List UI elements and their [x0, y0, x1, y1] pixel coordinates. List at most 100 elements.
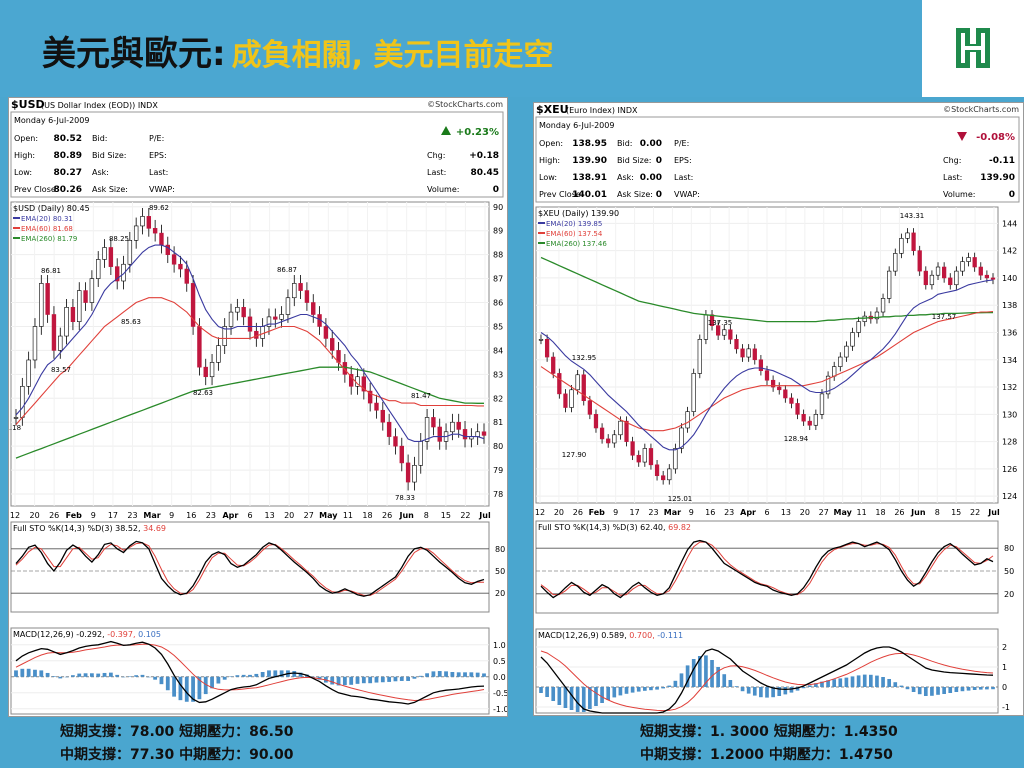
y-tick-label: 126 [1002, 465, 1017, 474]
macd-histogram-bar [191, 676, 195, 702]
candle-body [304, 290, 310, 303]
candle-body [599, 427, 605, 440]
macd-histogram-bar [469, 672, 474, 677]
x-tick-label: 27 [819, 508, 829, 517]
usd-chart-panel: $USD (US Dollar Index (EOD)) INDX ©StockCh… [8, 97, 508, 717]
candle-body [184, 268, 189, 284]
candle-body [228, 311, 234, 327]
macd-histogram-bar [930, 687, 934, 696]
x-tick-label: 9 [169, 511, 174, 520]
x-tick-label: 23 [127, 511, 137, 520]
candle-body [311, 302, 316, 315]
x-tick-label: 15 [441, 511, 451, 520]
candle-body [948, 277, 953, 286]
macd-histogram-bar [783, 687, 788, 695]
legend-entry: EMA(20) 80.31 [21, 215, 73, 223]
quote-value: -0.11 [989, 156, 1015, 166]
y-tick-label: 78 [493, 490, 503, 499]
x-tick-label: Apr [740, 508, 756, 517]
candle-body [190, 283, 196, 327]
macd-histogram-bar [966, 687, 971, 691]
macd-histogram-bar [83, 673, 88, 677]
macd-histogram-bar [643, 687, 647, 691]
candle-body [96, 259, 101, 279]
quote-value: 138.91 [572, 173, 607, 183]
macd-histogram-bar [14, 670, 18, 677]
candle-body [241, 307, 246, 318]
candle-body [121, 263, 126, 282]
quote-date: Monday 6-Jul-2009 [14, 116, 89, 125]
candle-body [152, 228, 158, 234]
macd-histogram-bar [875, 675, 879, 687]
candle-body [777, 386, 782, 391]
macd-pane [535, 628, 999, 714]
candle-body [323, 326, 329, 339]
macd-histogram-bar [838, 678, 843, 687]
candle-body [789, 397, 794, 404]
x-tick-label: 13 [781, 508, 791, 517]
chart-ticker: $XEU [536, 103, 569, 116]
x-tick-label: May [834, 508, 853, 517]
ema60-line [540, 310, 994, 432]
macd-histogram-bar [728, 680, 733, 687]
quote-label: Last: [674, 173, 693, 182]
candle-body [89, 278, 95, 303]
quote-value: 139.90 [980, 173, 1015, 183]
candle-body [197, 326, 202, 368]
quote-label: High: [539, 156, 560, 165]
annotation-label: 132.95 [572, 354, 597, 362]
candle-body [874, 311, 880, 320]
macd-histogram-bar [361, 676, 366, 684]
candle-body [929, 274, 935, 286]
candle-body [393, 436, 398, 447]
legend-entry: EMA(60) 81.68 [21, 225, 73, 233]
candle-body [342, 362, 348, 375]
candle-body [431, 417, 436, 428]
quote-label: Last: [427, 168, 446, 177]
macd-histogram-bar [661, 687, 665, 689]
x-tick-label: 6 [247, 511, 252, 520]
macd-line [540, 646, 994, 714]
quote-value: 80.27 [54, 168, 82, 178]
macd-histogram-bar [216, 676, 221, 684]
macd-tick-label: 1.0 [493, 641, 506, 650]
y-tick-label: 86 [493, 299, 503, 308]
quote-label: Bid: [617, 139, 632, 148]
candle-body [538, 339, 544, 341]
x-tick-label: 16 [705, 508, 715, 517]
macd-histogram-bar [349, 676, 354, 685]
candle-body [667, 468, 672, 481]
macd-histogram-bar [165, 676, 170, 691]
candle-body [764, 370, 770, 381]
macd-histogram-bar [814, 683, 818, 687]
candle-body [905, 232, 910, 239]
quote-label: EPS: [149, 151, 167, 160]
macd-value-c: 0.105 [138, 630, 161, 639]
chart-name: (Euro Index) INDX [566, 106, 638, 115]
candle-body [661, 475, 666, 481]
candle-body [140, 216, 145, 227]
sto-k-line [540, 539, 994, 599]
macd-histogram-bar [923, 687, 928, 696]
legend-entry: EMA(60) 137.54 [546, 230, 603, 238]
macd-histogram-bar [759, 687, 763, 698]
macd-histogram-bar [159, 676, 164, 685]
candle-body [990, 277, 996, 280]
candle-body [26, 359, 31, 387]
candle-body [850, 332, 855, 347]
macd-histogram-bar [985, 687, 989, 690]
candle-body [606, 438, 611, 444]
macd-histogram-bar [52, 676, 56, 677]
macd-histogram-bar [374, 676, 379, 683]
macd-signal-line [540, 650, 994, 712]
x-tick-label: 12 [10, 511, 20, 520]
triangle-up-icon [441, 126, 451, 135]
ema20-line [15, 244, 485, 442]
candle-body [862, 315, 867, 322]
candle-body [254, 330, 259, 339]
candle-body [832, 366, 837, 377]
x-tick-label: 9 [689, 508, 694, 517]
x-tick-label: Jul [987, 508, 1000, 517]
candle-body [795, 403, 800, 415]
candle-body [159, 232, 164, 246]
